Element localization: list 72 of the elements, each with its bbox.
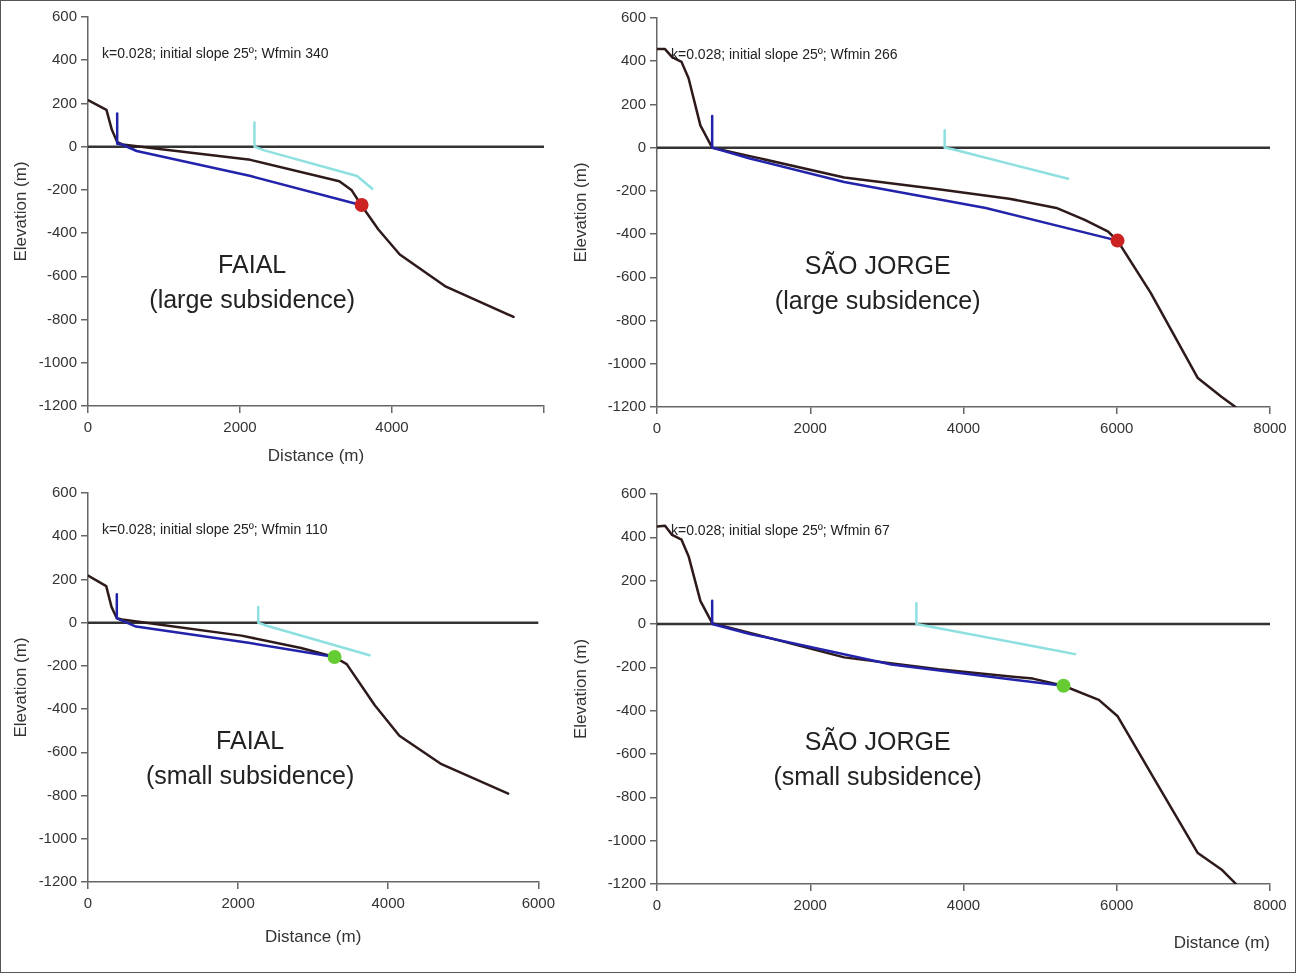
y-tick-label: -800	[615, 787, 646, 805]
x-axis-title: Distance (m)	[1173, 933, 1270, 953]
annotation: k=0.028; initial slope 25º; Wfmin 266	[671, 45, 898, 62]
x-tick-label: 4000	[371, 894, 405, 912]
y-tick-label: 600	[51, 7, 77, 25]
y-tick-label: 0	[637, 614, 646, 632]
y-tick-label: -1000	[607, 830, 646, 848]
annotation: SÃO JORGE (small subsidence)	[773, 727, 982, 791]
x-tick-label: 2000	[223, 418, 257, 436]
y-tick-label: 0	[68, 612, 77, 630]
y-tick-label: 200	[51, 93, 77, 111]
annotation: k=0.028; initial slope 25º; Wfmin 340	[102, 44, 329, 61]
x-axis-title: Distance (m)	[267, 446, 365, 466]
y-axis-title: Elevation (m)	[570, 162, 590, 263]
y-tick-label: -1000	[38, 828, 77, 846]
x-tick-label: 6000	[521, 894, 555, 912]
y-tick-label: -800	[46, 785, 77, 803]
annotation: FAIAL (large subsidence)	[149, 249, 355, 313]
x-tick-label: 6000	[1100, 419, 1134, 437]
y-tick-label: 600	[620, 8, 646, 26]
y-tick-label: 0	[637, 137, 646, 155]
y-tick-label: -1200	[607, 397, 646, 415]
y-tick-label: -400	[615, 700, 646, 718]
y-tick-label: -400	[46, 699, 77, 717]
annotation: FAIAL (small subsidence)	[145, 725, 355, 789]
x-tick-label: 0	[652, 419, 662, 437]
y-tick-label: -800	[46, 309, 77, 327]
y-tick-label: 0	[68, 136, 77, 154]
y-tick-label: 600	[620, 484, 646, 502]
x-tick-label: 4000	[375, 418, 409, 436]
y-tick-label: 400	[620, 51, 646, 69]
x-tick-label: 0	[652, 896, 662, 914]
y-tick-label: -800	[615, 310, 646, 328]
y-tick-label: -1000	[38, 352, 77, 370]
y-tick-label: -200	[46, 180, 77, 198]
y-tick-label: -200	[615, 181, 646, 199]
x-tick-label: 6000	[1100, 896, 1134, 914]
y-tick-label: -1200	[38, 396, 77, 414]
annotation: k=0.028; initial slope 25º; Wfmin 110	[102, 520, 328, 537]
x-tick-label: 4000	[946, 419, 981, 437]
y-tick-label: 400	[51, 526, 77, 544]
y-tick-label: -1200	[607, 874, 646, 892]
x-tick-label: 2000	[221, 894, 255, 912]
x-axis-title: Distance (m)	[264, 927, 362, 947]
y-tick-label: 200	[620, 570, 646, 588]
x-tick-label: 8000	[1253, 896, 1287, 914]
x-tick-label: 0	[83, 418, 93, 436]
annotation: SÃO JORGE (large subsidence)	[774, 250, 981, 314]
y-axis-title: Elevation (m)	[10, 637, 30, 738]
x-tick-label: 0	[83, 894, 93, 912]
y-tick-label: 400	[51, 50, 77, 68]
y-tick-label: -600	[46, 742, 77, 760]
y-tick-label: 200	[51, 569, 77, 587]
x-tick-label: 8000	[1253, 419, 1287, 437]
y-tick-label: -1200	[38, 872, 77, 890]
y-tick-label: -600	[615, 267, 646, 285]
annotation: k=0.028; initial slope 25º; Wfmin 67	[671, 521, 890, 538]
y-tick-label: 600	[51, 483, 77, 501]
y-tick-label: -600	[46, 266, 77, 284]
y-axis-title: Elevation (m)	[570, 638, 590, 740]
y-tick-label: -200	[615, 657, 646, 675]
y-tick-label: -200	[46, 656, 77, 674]
y-tick-label: -1000	[607, 353, 646, 371]
y-axis-title: Elevation (m)	[10, 161, 30, 262]
y-tick-label: -400	[46, 223, 77, 241]
y-tick-label: -400	[615, 224, 646, 242]
y-tick-label: 200	[620, 94, 646, 112]
y-tick-label: -600	[615, 744, 646, 762]
x-tick-label: 4000	[946, 896, 981, 914]
x-tick-label: 2000	[793, 419, 827, 437]
x-tick-label: 2000	[793, 896, 827, 914]
y-tick-label: 400	[620, 527, 646, 545]
